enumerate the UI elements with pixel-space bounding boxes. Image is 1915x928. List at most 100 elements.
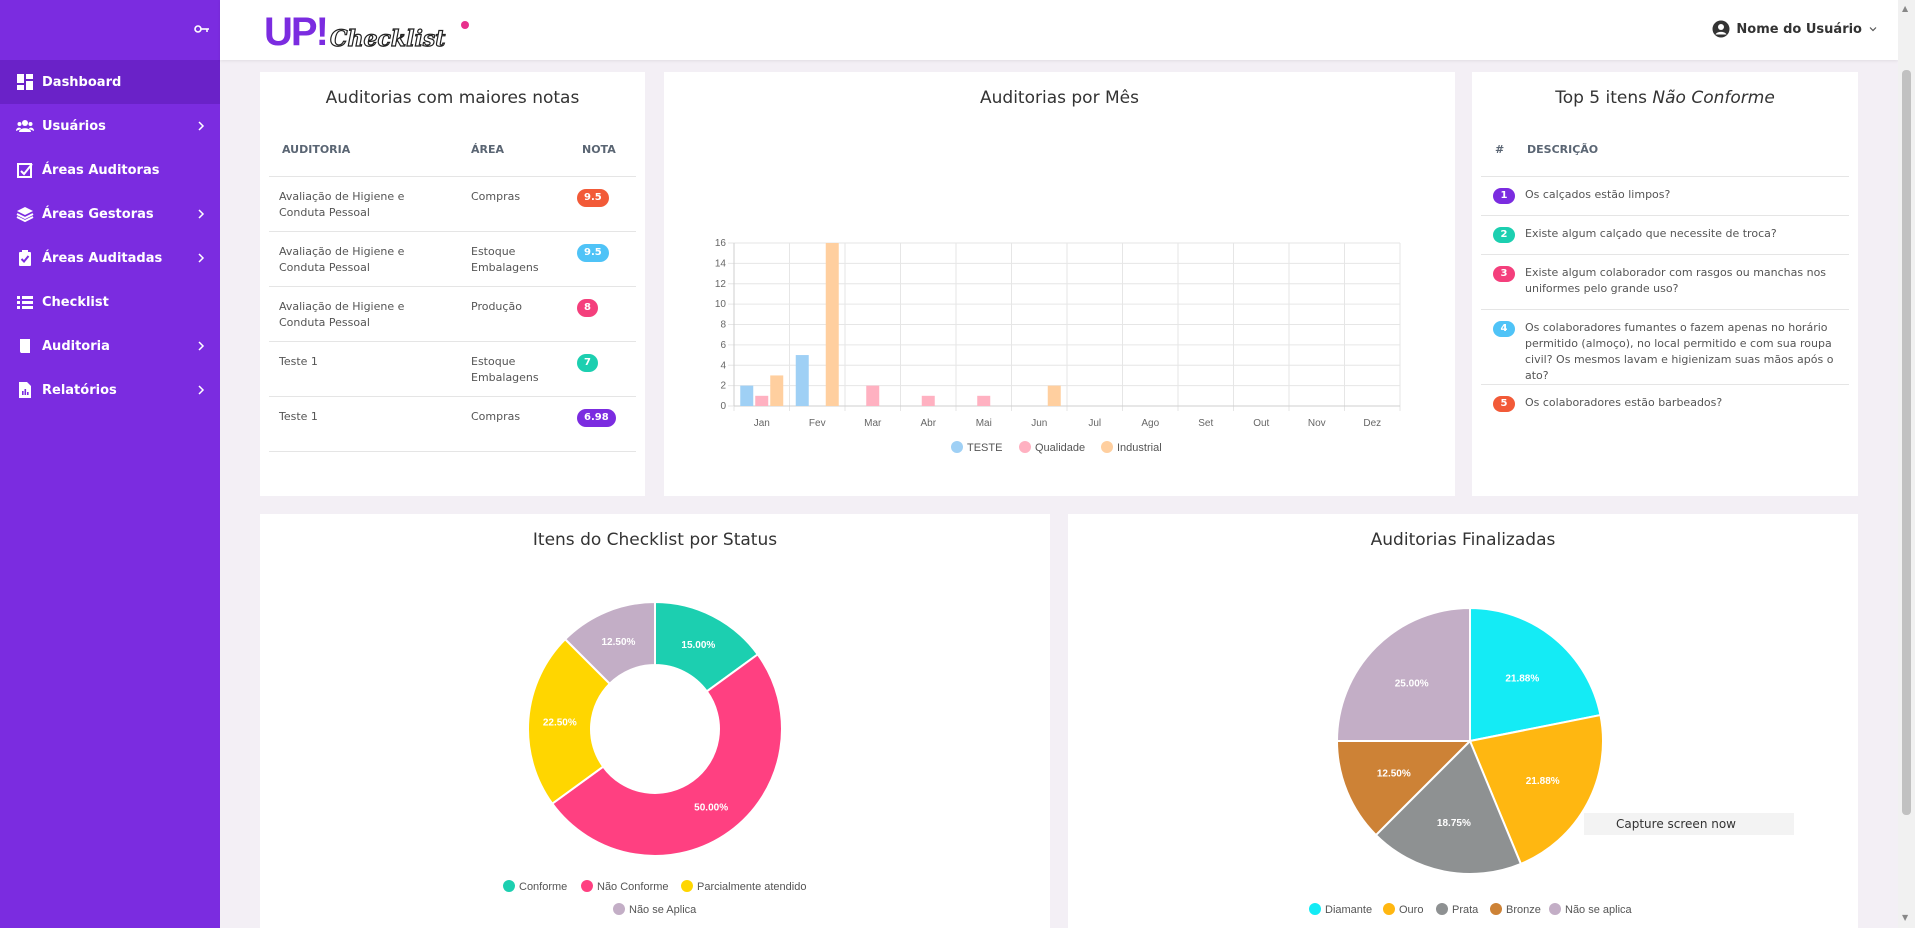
users-icon	[16, 117, 34, 135]
bar-industrial-jun[interactable]	[1047, 385, 1061, 406]
table-row: 4 Os colaboradores fumantes o fazem apena…	[1481, 309, 1849, 385]
bar-teste-fev[interactable]	[795, 355, 809, 406]
legend-swatch	[1101, 441, 1113, 453]
status-donut-chart: 15.00% 50.00% 22.50% 12.50% Conforme Não Conf…	[503, 600, 806, 916]
slice-nao-se-aplica[interactable]	[563, 600, 656, 686]
sidebar-item-usuarios[interactable]: Usuários	[0, 104, 220, 148]
x-tick-label: Abr	[920, 418, 936, 429]
scroll-down-icon[interactable]: ▼	[1902, 913, 1909, 922]
sidebar-item-areas-gestoras[interactable]: Áreas Gestoras	[0, 192, 220, 236]
legend-label[interactable]: Parcialmente atendido	[697, 881, 806, 893]
legend-swatch	[1383, 903, 1395, 915]
scroll-thumb[interactable]	[1902, 70, 1911, 815]
bar-industrial-fev[interactable]	[825, 243, 839, 406]
table-row: 1 Os calçados estão limpos?	[1481, 176, 1849, 216]
audit-name: Avaliação de Higiene e Conduta Pessoal	[269, 286, 459, 342]
bar-qualidade-abr[interactable]	[921, 395, 935, 406]
report-icon	[16, 381, 34, 399]
top-header: UP! Checklist Nome do Usuário	[220, 0, 1898, 60]
bar-teste-jan[interactable]	[740, 385, 754, 406]
legend-label[interactable]: Prata	[1452, 904, 1479, 916]
app-logo[interactable]: UP! Checklist	[264, 8, 469, 54]
audit-name: Avaliação de Higiene e Conduta Pessoal	[269, 231, 459, 287]
table-row: Avaliação de Higiene e Conduta Pessoal Pr…	[269, 286, 636, 342]
finished-audits-title: Auditorias Finalizadas	[1370, 530, 1556, 550]
table-header-row: AUDITORIA ÁREA NOTA	[269, 124, 636, 177]
sidebar-item-areas-auditoras[interactable]: Áreas Auditoras	[0, 148, 220, 192]
slice-value-label: 21.88%	[1526, 776, 1560, 787]
scroll-up-icon[interactable]: ▲	[1902, 4, 1909, 13]
slice-bronze[interactable]	[1335, 739, 1473, 837]
bar-qualidade-jan[interactable]	[755, 395, 769, 406]
legend-swatch	[951, 441, 963, 453]
item-description: Existe algum colaborador com rasgos ou m…	[1525, 254, 1849, 310]
sidebar-top	[0, 0, 220, 60]
bar-industrial-jan[interactable]	[770, 375, 784, 406]
sidebar-item-checklist[interactable]: Checklist	[0, 280, 220, 324]
chevron-right-icon	[198, 341, 205, 351]
sidebar-item-auditoria[interactable]: Auditoria	[0, 324, 220, 368]
sidebar-item-areas-auditadas[interactable]: Áreas Auditadas	[0, 236, 220, 280]
sidebar-item-label: Auditoria	[42, 338, 110, 354]
legend-label[interactable]: Não se Aplica	[629, 904, 697, 916]
bar-qualidade-mar[interactable]	[866, 385, 880, 406]
legend-label[interactable]: Conforme	[519, 881, 567, 893]
legend-label[interactable]: Não Conforme	[597, 881, 669, 893]
top-audits-card: Auditorias com maiores notas AUDITORIA Á…	[260, 72, 645, 496]
slice-value-label: 12.50%	[1377, 769, 1411, 780]
top-nonconform-title-italic: Não Conforme	[1652, 88, 1775, 108]
capture-tooltip[interactable]: Capture screen now	[1584, 813, 1794, 835]
rank-badge: 5	[1493, 395, 1515, 412]
legend-label[interactable]: Ouro	[1399, 904, 1423, 916]
user-menu[interactable]: Nome do Usuário	[1712, 20, 1878, 38]
legend-label[interactable]: Diamante	[1325, 904, 1372, 916]
slice-nao-se-aplica[interactable]	[1335, 606, 1471, 743]
item-description: Os colaboradores estão barbeados?	[1525, 395, 1723, 409]
legend-label[interactable]: Qualidade	[1035, 442, 1085, 454]
slice-ouro[interactable]	[1468, 713, 1604, 866]
sidebar-item-label: Relatórios	[42, 382, 117, 398]
page-scrollbar[interactable]: ▲ ▼	[1898, 0, 1915, 928]
legend-swatch	[1549, 903, 1561, 915]
monthly-bar-chart: 0 2 4 6 8 10 12 14 16 Jan Fev Mar Abr Mai Jun Jul Ago Set…	[715, 238, 1401, 454]
table-row: Avaliação de Higiene e Conduta Pessoal Co…	[269, 176, 636, 232]
slice-value-label: 15.00%	[681, 640, 715, 651]
slice-value-label: 25.00%	[1395, 679, 1429, 690]
audit-area: Estoque Embalagens	[459, 231, 577, 287]
sidebar-item-dashboard[interactable]: Dashboard	[0, 60, 220, 104]
key-icon[interactable]	[194, 24, 210, 34]
legend-label[interactable]: TESTE	[967, 442, 1002, 454]
bar-qualidade-mai[interactable]	[977, 395, 991, 406]
logo-checklist-text: Checklist	[329, 25, 446, 52]
slice-parcialmente-atendido[interactable]	[527, 637, 612, 806]
legend-swatch	[1309, 903, 1321, 915]
clipboard-check-icon	[16, 249, 34, 267]
audit-name: Teste 1	[269, 341, 459, 397]
sidebar-item-relatorios[interactable]: Relatórios	[0, 368, 220, 412]
grade-badge: 9.5	[577, 188, 609, 207]
book-icon	[16, 337, 34, 355]
grade-badge: 6.98	[577, 408, 616, 427]
legend-label[interactable]: Bronze	[1506, 904, 1541, 916]
table-row: Teste 1 Estoque Embalagens 7	[269, 341, 636, 397]
legend-label[interactable]: Não se aplica	[1565, 904, 1633, 916]
finished-audits-card: Auditorias Finalizadas 21.88% 21.88% 18.75…	[1068, 514, 1858, 928]
legend-swatch	[1490, 903, 1502, 915]
x-tick-label: Jan	[754, 418, 770, 429]
slice-value-label: 18.75%	[1437, 818, 1471, 829]
slice-diamante[interactable]	[1469, 606, 1602, 743]
table-row: Teste 1 Compras 6.98	[269, 396, 636, 452]
legend-label[interactable]: Industrial	[1117, 442, 1162, 454]
slice-prata[interactable]	[1374, 739, 1523, 875]
slice-nao-conforme[interactable]	[550, 652, 783, 857]
chevron-down-icon	[1869, 27, 1877, 32]
column-header-number: #	[1481, 124, 1525, 177]
table-row: 3 Existe algum colaborador com rasgos ou …	[1481, 254, 1849, 310]
table-header-row: # DESCRIÇÃO	[1481, 124, 1849, 177]
sidebar-item-label: Áreas Gestoras	[42, 206, 154, 222]
y-tick-label: 14	[715, 258, 727, 269]
checkbox-chart-icon	[16, 161, 34, 179]
sidebar-item-label: Áreas Auditadas	[42, 250, 163, 266]
column-header-audit: AUDITORIA	[269, 124, 459, 177]
layers-icon	[16, 205, 34, 223]
